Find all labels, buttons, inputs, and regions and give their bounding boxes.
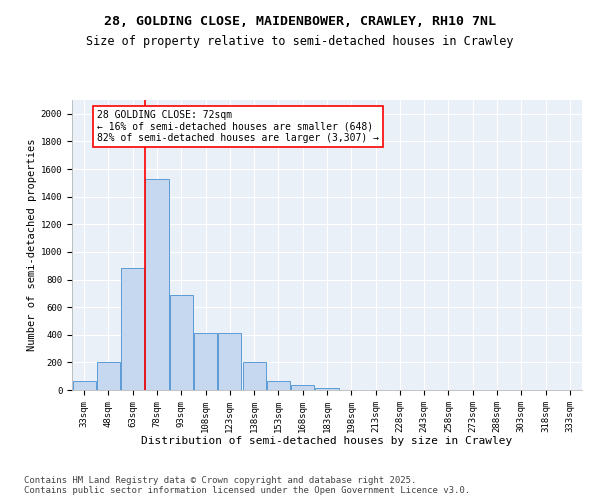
- Bar: [73, 381, 95, 390]
- Bar: [145, 178, 169, 390]
- Bar: [218, 332, 241, 390]
- Bar: [97, 362, 120, 390]
- Bar: [170, 296, 193, 390]
- Bar: [316, 388, 338, 390]
- Bar: [267, 382, 290, 390]
- Bar: [121, 268, 144, 390]
- Text: 28, GOLDING CLOSE, MAIDENBOWER, CRAWLEY, RH10 7NL: 28, GOLDING CLOSE, MAIDENBOWER, CRAWLEY,…: [104, 15, 496, 28]
- Text: Contains HM Land Registry data © Crown copyright and database right 2025.
Contai: Contains HM Land Registry data © Crown c…: [24, 476, 470, 495]
- Bar: [242, 362, 266, 390]
- X-axis label: Distribution of semi-detached houses by size in Crawley: Distribution of semi-detached houses by …: [142, 436, 512, 446]
- Text: Size of property relative to semi-detached houses in Crawley: Size of property relative to semi-detach…: [86, 35, 514, 48]
- Text: 28 GOLDING CLOSE: 72sqm
← 16% of semi-detached houses are smaller (648)
82% of s: 28 GOLDING CLOSE: 72sqm ← 16% of semi-de…: [97, 110, 379, 143]
- Y-axis label: Number of semi-detached properties: Number of semi-detached properties: [26, 138, 37, 352]
- Bar: [291, 385, 314, 390]
- Bar: [194, 332, 217, 390]
